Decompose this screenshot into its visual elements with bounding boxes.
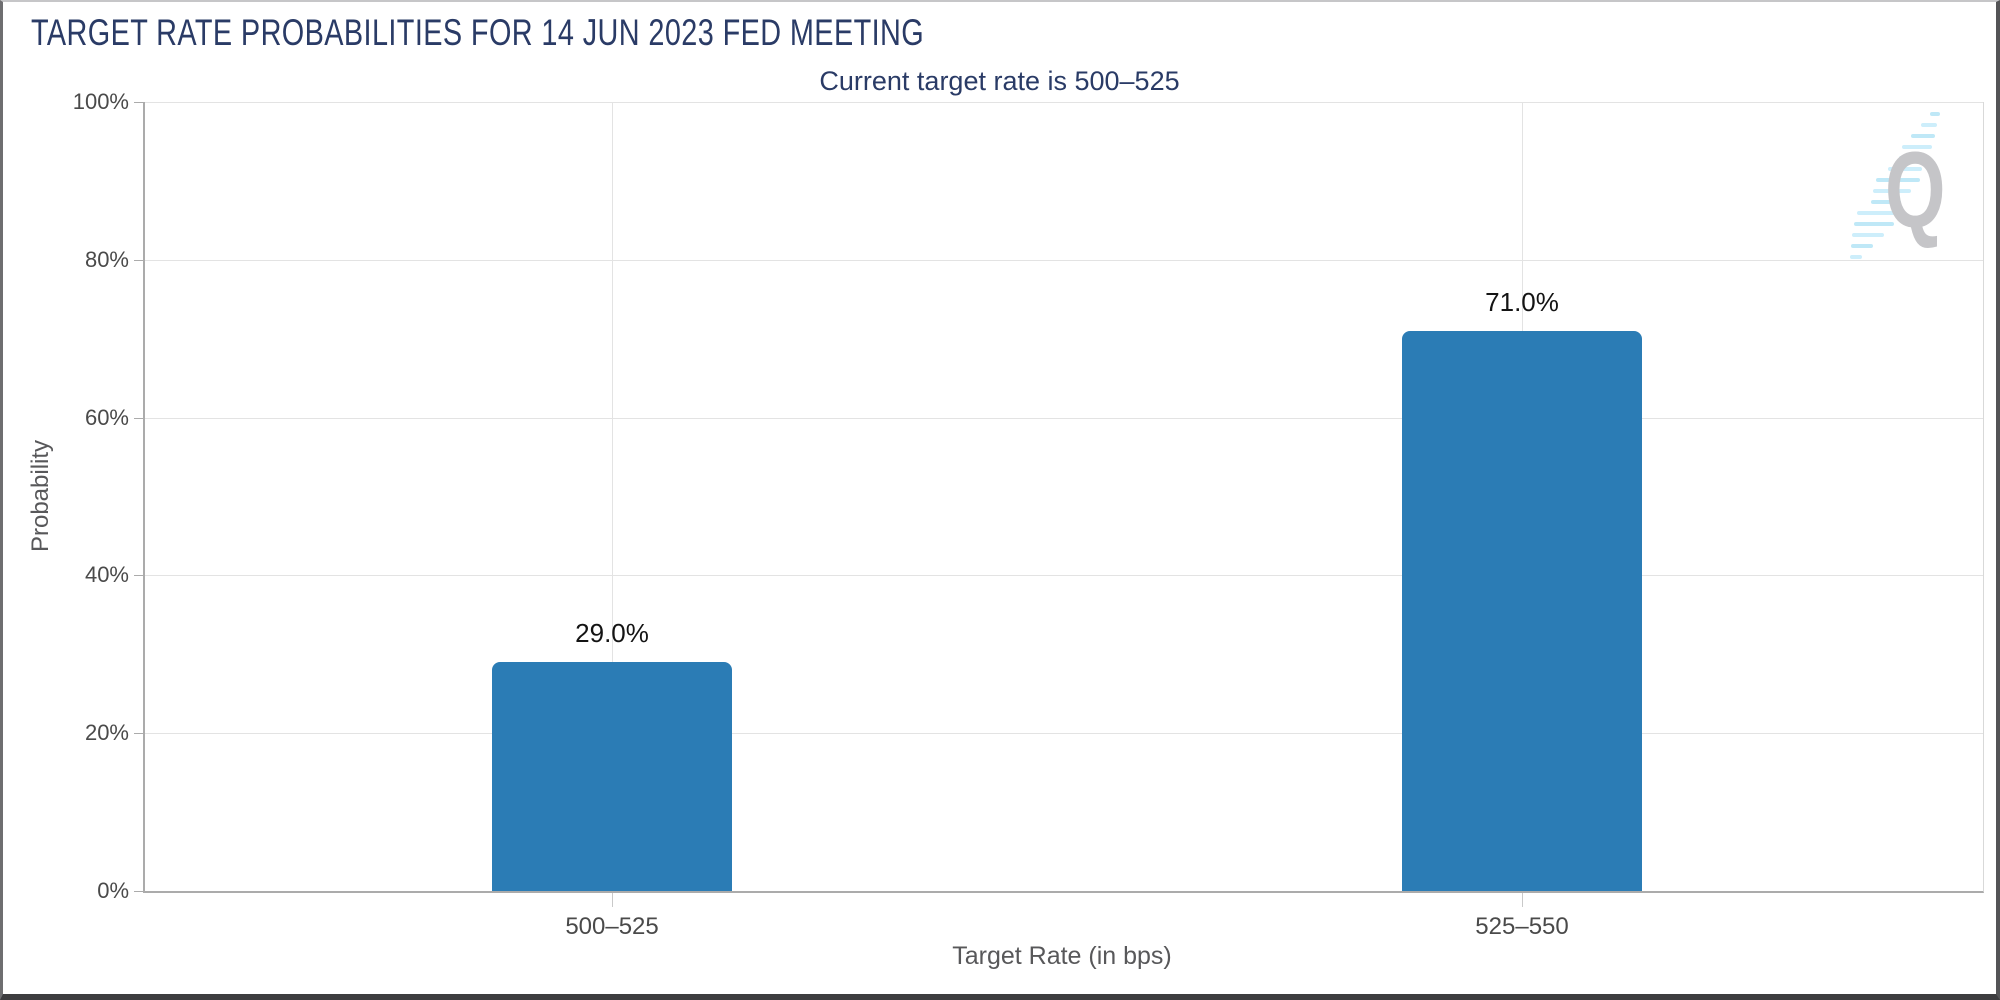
v-gridline (612, 102, 614, 891)
h-gridline (145, 259, 1983, 261)
y-tick-mark (134, 102, 143, 103)
h-gridline (145, 733, 1983, 735)
y-tick-mark (134, 259, 143, 261)
watermark-dash (1898, 156, 1923, 160)
y-tick-label: 60% (84, 404, 129, 430)
y-tick-label: 80% (84, 246, 129, 272)
watermark-dash (1857, 211, 1904, 215)
x-axis-title: Target Rate (in bps) (952, 942, 1172, 970)
x-tick-label: 525–550 (1475, 913, 1569, 940)
page-title: TARGET RATE PROBABILITIES FOR 14 JUN 202… (31, 12, 925, 53)
y-tick-label: 0% (97, 878, 129, 903)
watermark-dash (1901, 145, 1932, 149)
x-tick-mark (612, 893, 614, 907)
y-tick-mark (134, 575, 143, 577)
watermark-dash (1850, 244, 1873, 248)
watermark-dash (1930, 112, 1940, 116)
watermark-dash (1876, 178, 1921, 182)
watermark-dash (1910, 134, 1935, 138)
y-tick-mark (134, 891, 143, 892)
watermark-dash (1873, 189, 1912, 193)
y-tick-mark (134, 733, 143, 735)
bar-value-label: 71.0% (1485, 286, 1559, 317)
quikstrike-watermark: Q (1843, 102, 1996, 277)
h-gridline (145, 102, 1983, 103)
x-tick-mark (1522, 893, 1524, 907)
watermark-dash (1851, 233, 1884, 237)
y-tick-label: 20% (84, 720, 129, 746)
h-gridline (145, 417, 1983, 419)
watermark-dash (1849, 255, 1862, 259)
y-axis-title: Probability (27, 439, 54, 553)
watermark-dash (1854, 222, 1894, 226)
x-tick-label: 500–525 (565, 913, 659, 940)
watermark-dash (1887, 167, 1922, 171)
watermark-dash (1920, 123, 1937, 127)
h-gridline (145, 575, 1983, 577)
chart-subtitle: Current target rate is 500–525 (819, 66, 1180, 96)
watermark-dash (1871, 200, 1902, 204)
y-tick-label: 40% (84, 562, 129, 588)
y-tick-mark (134, 417, 143, 419)
y-tick-label: 100% (72, 89, 129, 114)
watermark-q-logo-icon: Q (1885, 129, 1946, 250)
plot-area: 0% 20% 40% 60% 80% 100% 29.0% 500–525 71.0% 525–5… (73, 89, 1984, 940)
bar[interactable] (492, 662, 733, 891)
bar[interactable] (1402, 330, 1643, 891)
bar-value-label: 29.0% (575, 618, 649, 649)
